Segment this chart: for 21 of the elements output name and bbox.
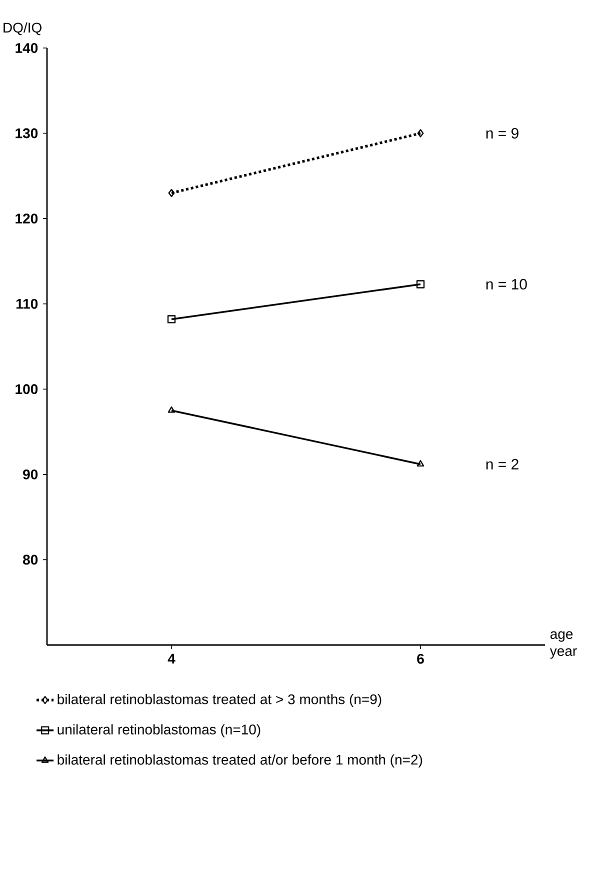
x-tick-label: 4 (168, 654, 176, 664)
y-tick-label: 130 (16, 128, 38, 138)
y-tick-label: 140 (16, 43, 38, 53)
legend-label: bilateral retinoblastomas treated at > 3 months (n=9) (58, 694, 382, 708)
annotation: n = 9 (486, 128, 518, 139)
point (167, 315, 176, 324)
legend-label: bilateral retinoblastomas treated at/or before 1 month (n=2) (58, 754, 422, 768)
y-tick-label: 110 (16, 298, 38, 309)
point (417, 129, 424, 138)
x-tick-label: 6 (417, 654, 424, 664)
point (416, 280, 425, 288)
y-tick-label: 90 (23, 469, 38, 480)
y-axis-title: DQ/IQ (4, 22, 42, 36)
y-tick-label: 100 (16, 384, 38, 394)
annotation: n = 2 (486, 458, 518, 470)
legend-label: unilateral retinoblastomas (n=10) (58, 724, 260, 738)
annotation: n = 10 (486, 278, 527, 290)
y-tick-label: 120 (16, 214, 38, 224)
y-tick-label: 80 (23, 554, 38, 565)
point (168, 188, 175, 198)
x-axis-title: age year (550, 631, 577, 659)
